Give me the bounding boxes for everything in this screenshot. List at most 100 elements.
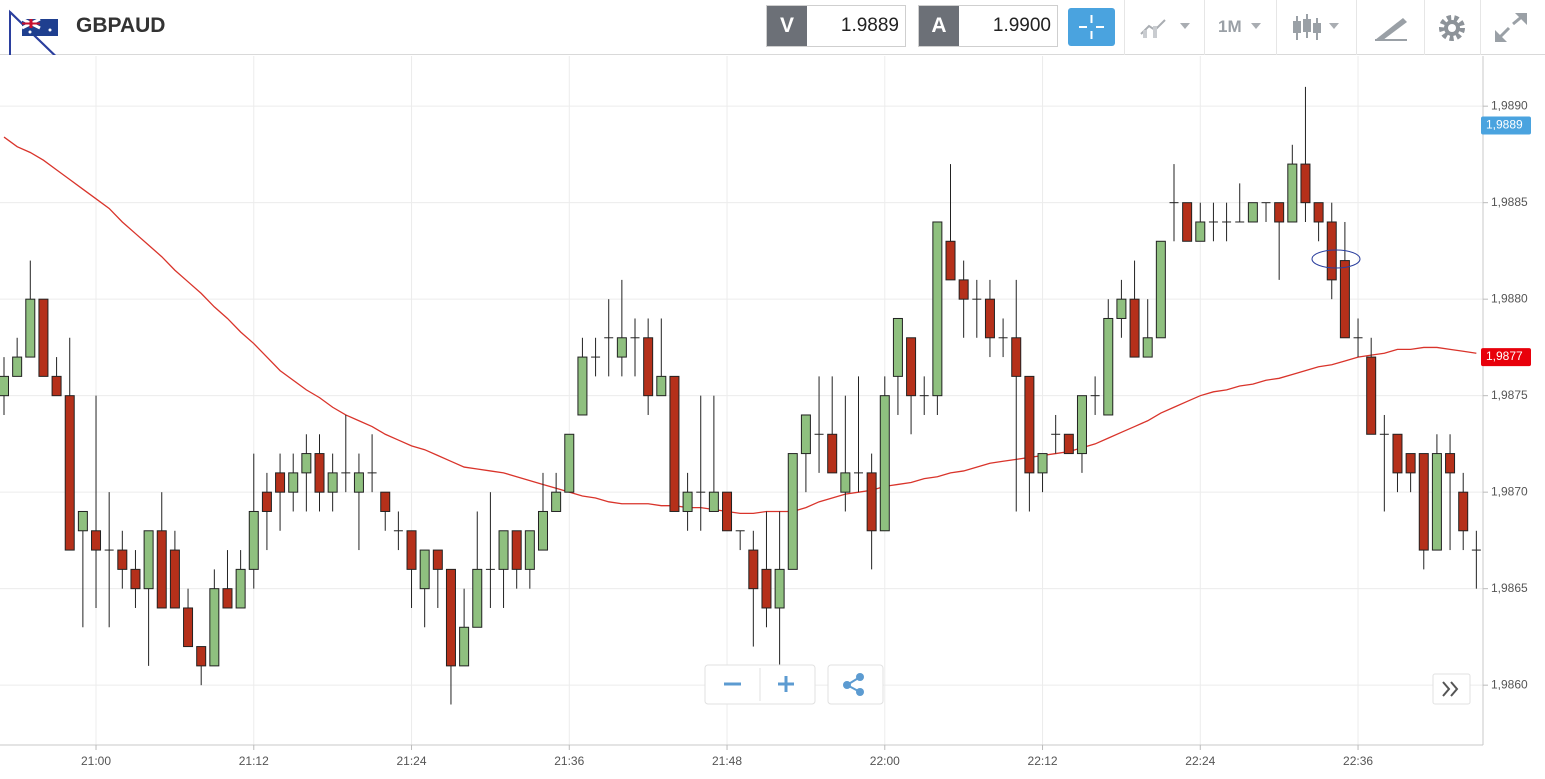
candle-body	[143, 530, 154, 590]
bid-price: 1.9889	[840, 15, 899, 36]
candle-body	[1247, 202, 1258, 223]
candle-body	[261, 491, 272, 512]
candles	[0, 86, 1481, 705]
candle-body	[616, 337, 627, 358]
y-tick-label: 1,9880	[1491, 291, 1528, 305]
candle-body	[1313, 202, 1324, 223]
candle-body	[800, 414, 811, 455]
x-tick-label: 21:48	[712, 754, 742, 768]
candle-body	[1024, 375, 1035, 474]
candle-body	[1392, 433, 1403, 474]
moving-average	[3, 136, 1477, 515]
candle-body	[577, 356, 588, 416]
x-tick-label: 21:00	[81, 754, 111, 768]
candle-body	[906, 337, 917, 397]
x-tick-label: 21:24	[397, 754, 427, 768]
candle-body	[169, 549, 180, 609]
annotation-ellipse	[1311, 249, 1361, 269]
candle-body	[1418, 453, 1429, 551]
expand-icon	[1495, 12, 1527, 42]
candle-body	[222, 588, 233, 609]
candle-body	[314, 453, 325, 493]
candle-body	[380, 491, 391, 512]
candle-body	[91, 530, 102, 551]
candle-body	[827, 433, 838, 474]
candle-body	[130, 568, 141, 590]
scroll-end-icon	[1442, 681, 1459, 697]
candle-body	[879, 395, 890, 532]
ask-price: 1.9900	[992, 15, 1051, 36]
candle-body	[248, 510, 259, 570]
scroll-end-button[interactable]	[1432, 673, 1471, 705]
candle-body	[1063, 433, 1074, 455]
candle-body	[1037, 453, 1048, 474]
ask-label: A	[919, 6, 959, 46]
candle-body	[275, 472, 286, 493]
ask-box[interactable]: A 1.9900	[918, 5, 1058, 47]
x-tick-label: 22:36	[1343, 754, 1373, 768]
price-tag-label: 1,9877	[1486, 349, 1523, 363]
candle-body	[984, 298, 995, 339]
y-tick-label: 1,9860	[1491, 677, 1528, 691]
candle-body	[564, 433, 575, 493]
candle-style-button[interactable]	[1276, 0, 1357, 55]
candle-body	[0, 375, 9, 397]
y-tick-label: 1,9885	[1491, 195, 1528, 209]
candle-body	[1274, 202, 1285, 223]
candle-body	[1339, 260, 1350, 339]
drawing-button[interactable]	[1356, 0, 1425, 55]
candle-body	[682, 491, 693, 512]
candle-body	[1155, 240, 1166, 339]
candle-body	[774, 568, 785, 609]
candle-body	[288, 472, 299, 493]
bid-box[interactable]: V 1.9889	[766, 5, 906, 47]
candle-body	[722, 491, 733, 532]
candle-body	[1405, 453, 1416, 474]
candle-body	[459, 626, 470, 667]
timeframe-button[interactable]	[1204, 0, 1277, 55]
candle-body	[445, 568, 456, 667]
candle-body	[1076, 395, 1087, 455]
price-tag	[1481, 116, 1531, 135]
candle-body	[1103, 317, 1114, 416]
candle-body	[1142, 337, 1153, 358]
candle-body	[1431, 453, 1442, 551]
candle-body	[301, 453, 312, 474]
chart-type-button[interactable]	[1124, 0, 1205, 55]
candle-body	[25, 298, 36, 358]
candle-body	[1129, 298, 1140, 358]
candle-body	[1195, 221, 1206, 242]
candle-body	[209, 588, 220, 667]
y-tick-label: 1,9870	[1491, 484, 1528, 498]
candle-body	[235, 568, 246, 609]
chart: 1,9860 1,9865 1,9870 1,9875 1,9880 1,9885 1,98…	[0, 56, 1531, 768]
y-tick-label: 1,9890	[1491, 98, 1528, 112]
grid	[0, 56, 1483, 745]
logo	[9, 9, 58, 55]
zoom-in-button[interactable]	[778, 676, 794, 692]
candle-body	[1182, 202, 1193, 242]
candle-body	[708, 491, 719, 512]
candle-body	[669, 375, 680, 512]
x-tick-label: 22:00	[870, 754, 900, 768]
crosshair-button[interactable]	[1068, 8, 1115, 46]
candle-body	[537, 510, 548, 551]
crosshair-icon	[1079, 15, 1104, 39]
zoom-controls	[704, 664, 884, 705]
chart-type-icon	[1140, 19, 1190, 38]
fullscreen-button[interactable]	[1480, 0, 1545, 55]
candle-body	[551, 491, 562, 512]
candle-body	[77, 510, 88, 532]
symbol: GBPAUD	[76, 14, 166, 37]
candle-body	[1366, 356, 1377, 435]
candle-body	[406, 530, 417, 570]
candle-body	[656, 375, 667, 397]
candle-body	[196, 646, 207, 667]
share-button[interactable]	[827, 664, 884, 705]
price-tag	[1481, 348, 1531, 367]
settings-button[interactable]	[1424, 0, 1481, 55]
y-tick-label: 1,9875	[1491, 388, 1528, 402]
x-tick-label: 22:24	[1185, 754, 1215, 768]
bid-label: V	[767, 6, 807, 46]
